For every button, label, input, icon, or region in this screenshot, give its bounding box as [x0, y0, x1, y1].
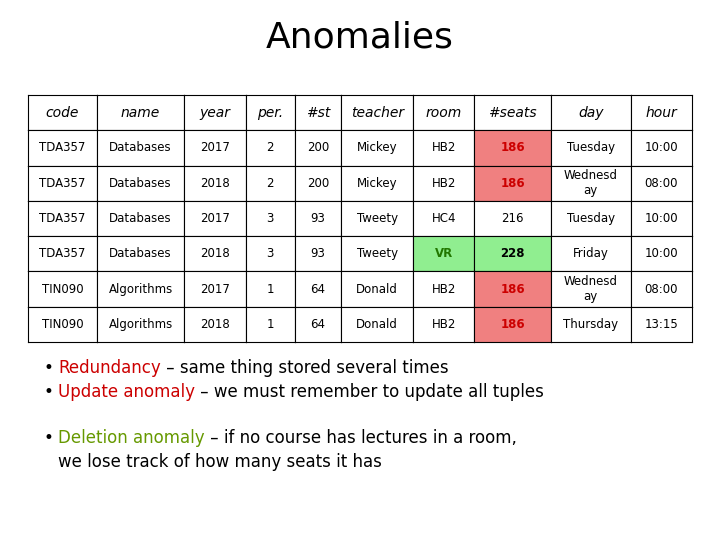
Text: Tuesday: Tuesday	[567, 141, 615, 154]
Text: name: name	[121, 106, 160, 120]
Text: Friday: Friday	[573, 247, 609, 260]
Text: day: day	[578, 106, 603, 120]
Text: Algorithms: Algorithms	[109, 318, 173, 331]
Text: 93: 93	[310, 247, 325, 260]
Text: 186: 186	[500, 141, 525, 154]
Text: Wednesd
ay: Wednesd ay	[564, 169, 618, 197]
Text: – same thing stored several times: – same thing stored several times	[161, 359, 449, 377]
Text: Tweety: Tweety	[356, 212, 397, 225]
Text: teacher: teacher	[351, 106, 404, 120]
Text: Databases: Databases	[109, 212, 172, 225]
Text: – we must remember to update all tuples: – we must remember to update all tuples	[195, 383, 544, 401]
Text: Deletion anomaly: Deletion anomaly	[58, 429, 204, 447]
Text: Tweety: Tweety	[356, 247, 397, 260]
Text: 2018: 2018	[200, 318, 230, 331]
Text: #st: #st	[306, 106, 330, 120]
Text: 2017: 2017	[200, 282, 230, 295]
Text: VR: VR	[435, 247, 453, 260]
Text: 64: 64	[310, 318, 325, 331]
Text: HB2: HB2	[432, 141, 456, 154]
Text: TIN090: TIN090	[42, 318, 83, 331]
Text: 10:00: 10:00	[644, 141, 678, 154]
Text: 186: 186	[500, 282, 525, 295]
Text: Mickey: Mickey	[357, 177, 397, 190]
Text: 2017: 2017	[200, 141, 230, 154]
Text: Mickey: Mickey	[357, 141, 397, 154]
Text: 200: 200	[307, 141, 329, 154]
Text: 93: 93	[310, 212, 325, 225]
Text: 2017: 2017	[200, 212, 230, 225]
Text: Databases: Databases	[109, 247, 172, 260]
Text: TDA357: TDA357	[39, 247, 86, 260]
Text: •: •	[44, 429, 54, 447]
Text: 64: 64	[310, 282, 325, 295]
Text: we lose track of how many seats it has: we lose track of how many seats it has	[58, 453, 382, 471]
Text: year: year	[199, 106, 230, 120]
Text: •: •	[44, 359, 54, 377]
Text: code: code	[45, 106, 79, 120]
Text: TDA357: TDA357	[39, 212, 86, 225]
Text: Thursday: Thursday	[563, 318, 618, 331]
Text: Anomalies: Anomalies	[266, 21, 454, 55]
Text: Redundancy: Redundancy	[58, 359, 161, 377]
Text: Databases: Databases	[109, 177, 172, 190]
Text: per.: per.	[257, 106, 284, 120]
Text: 216: 216	[501, 212, 524, 225]
Text: 10:00: 10:00	[644, 212, 678, 225]
Text: HB2: HB2	[432, 318, 456, 331]
Text: – if no course has lectures in a room,: – if no course has lectures in a room,	[204, 429, 516, 447]
Text: TIN090: TIN090	[42, 282, 83, 295]
Text: TDA357: TDA357	[39, 177, 86, 190]
Text: 186: 186	[500, 318, 525, 331]
Text: HB2: HB2	[432, 282, 456, 295]
Text: Wednesd
ay: Wednesd ay	[564, 275, 618, 303]
Text: 2018: 2018	[200, 247, 230, 260]
Text: 1: 1	[266, 282, 274, 295]
Text: Donald: Donald	[356, 318, 398, 331]
Text: room: room	[426, 106, 462, 120]
Text: 13:15: 13:15	[644, 318, 678, 331]
Text: 08:00: 08:00	[644, 177, 678, 190]
Text: Databases: Databases	[109, 141, 172, 154]
Text: 2018: 2018	[200, 177, 230, 190]
Text: 228: 228	[500, 247, 525, 260]
Text: Update anomaly: Update anomaly	[58, 383, 195, 401]
Text: 2: 2	[266, 141, 274, 154]
Text: 3: 3	[266, 212, 274, 225]
Text: 2: 2	[266, 177, 274, 190]
Text: hour: hour	[646, 106, 678, 120]
Text: HB2: HB2	[432, 177, 456, 190]
Text: 3: 3	[266, 247, 274, 260]
Text: Donald: Donald	[356, 282, 398, 295]
Text: HC4: HC4	[432, 212, 456, 225]
Text: 08:00: 08:00	[644, 282, 678, 295]
Text: •: •	[44, 383, 54, 401]
Text: 10:00: 10:00	[644, 247, 678, 260]
Text: 186: 186	[500, 177, 525, 190]
Text: #seats: #seats	[488, 106, 537, 120]
Text: 1: 1	[266, 318, 274, 331]
Text: Tuesday: Tuesday	[567, 212, 615, 225]
Text: 200: 200	[307, 177, 329, 190]
Text: Algorithms: Algorithms	[109, 282, 173, 295]
Text: TDA357: TDA357	[39, 141, 86, 154]
